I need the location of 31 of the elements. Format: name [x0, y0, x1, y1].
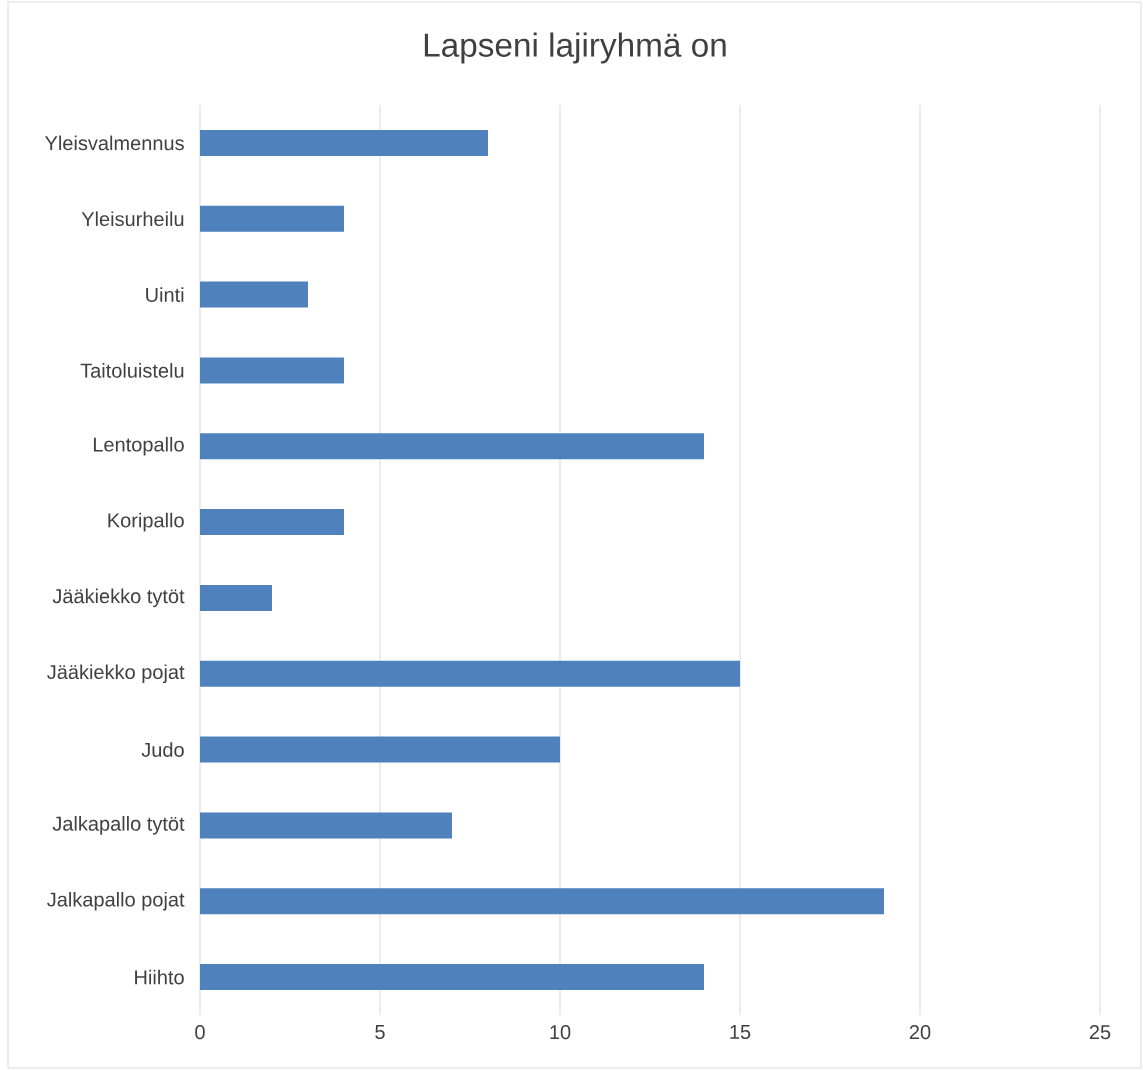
y-tick-label: Jalkapallo pojat [47, 891, 185, 911]
bar [200, 812, 452, 839]
y-tick-label: Lentopallo [93, 436, 184, 456]
y-tick-label: Jalkapallo tytöt [52, 816, 185, 835]
x-tick-label: 20 [909, 1025, 931, 1040]
x-tick-label: 15 [730, 1025, 751, 1039]
y-tick-label: Yleisurheilu [81, 211, 184, 227]
y-tick-label: Uinti [146, 287, 184, 302]
bar [200, 433, 704, 460]
y-tick-label: Koripallo [108, 512, 184, 532]
bar [200, 736, 560, 763]
x-tick-label: 5 [375, 1025, 385, 1039]
bar [200, 509, 344, 536]
bar [200, 660, 741, 687]
y-tick-label: Taitoluistelu [80, 363, 184, 378]
bar [200, 357, 344, 384]
y-tick-label: Hiihto [135, 969, 184, 985]
x-tick-label: 0 [195, 1025, 205, 1040]
y-tick-label: Jääkiekko tytöt [52, 588, 185, 608]
x-tick-label: 25 [1089, 1025, 1111, 1040]
y-tick-label: Yleisvalmennus [45, 135, 184, 151]
y-tick-label: Judo [141, 742, 184, 757]
x-tick-label: 10 [550, 1025, 571, 1040]
bar [200, 129, 488, 156]
bar [200, 964, 704, 991]
chart-title: Lapseni lajiryhmä on [424, 32, 726, 64]
bar [200, 584, 272, 611]
bar [200, 281, 308, 308]
bar [200, 888, 885, 915]
bar [200, 205, 344, 232]
y-tick-label: Jääkiekko pojat [47, 664, 185, 684]
